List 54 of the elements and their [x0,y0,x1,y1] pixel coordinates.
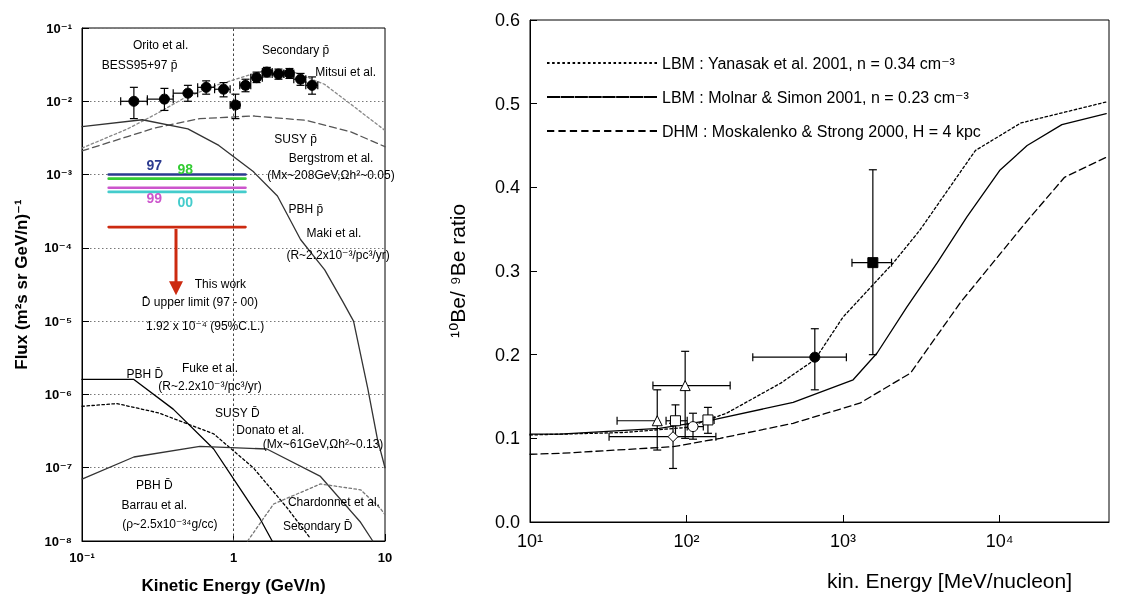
y-tick-label: 10⁻⁷ [45,460,72,476]
y-tick-label: 0.6 [494,10,520,30]
x-tick-label: 10¹ [516,531,544,551]
y-tick-label: 10⁻⁵ [44,313,72,329]
legend-label: LBM : Molnar & Simon 2001, n = 0.23 cm⁻³ [662,88,970,106]
y-tick-label: 0.3 [494,261,520,281]
y-tick-label: 10⁻⁶ [44,386,73,402]
series-label: 98 [177,160,194,177]
y-tick-label: 0.2 [494,344,520,365]
y-axis-title: ¹⁰Be/ ⁹Be ratio [446,203,469,339]
y-tick-label: 10⁻⁸ [44,533,72,549]
y-axis-title: Flux (m²s sr GeV/n)⁻¹ [12,198,31,370]
annotation: 1.92 x 10⁻⁴ (95%C.L.) [146,319,265,334]
y-tick-label: 0.0 [494,512,520,532]
annotation: Secondary D̄ [283,519,353,534]
y-tick-label: 10⁻² [46,93,73,109]
y-tick-label: 10⁻¹ [46,20,72,36]
series-label: 99 [146,189,163,206]
x-tick-label: 10⁴ [985,531,1014,551]
annotation: BESS95+97 p̄ [101,58,178,73]
annotation: PBH p̄ [288,201,324,216]
y-tick-label: 0.1 [494,428,520,449]
legend-label: DHM : Moskalenko & Strong 2000, H = 4 kpc [662,122,981,140]
annotation: (ρ~2.5x10⁻³⁴g/cc) [122,517,218,532]
legend-label: LBM : Yanasak et al. 2001, n = 0.34 cm⁻³ [662,54,956,72]
y-tick-label: 0.4 [494,177,520,198]
series-label: 97 [146,156,163,173]
annotation: Maki et al. [306,225,362,240]
annotation: PBH D̄ [135,477,173,492]
x-axis-title: kin. Energy [MeV/nucleon] [826,569,1073,592]
annotation: Barrau et al. [121,497,187,512]
annotation: Secondary p̄ [261,43,330,58]
annotation: (Mx~208GeV,Ωh²~0.05) [267,167,395,182]
x-tick-label: 10² [673,531,700,551]
annotation: SUSY D̄ [215,405,260,420]
x-tick-label: 10 [377,550,393,565]
annotation: Orito et al. [132,37,189,52]
annotation: Donato et al. [236,422,305,437]
annotation: SUSY p̄ [274,131,318,146]
annotation: Fuke et al. [182,360,239,375]
y-tick-label: 10⁻⁴ [44,240,72,256]
annotation: Bergstrom et al. [288,150,374,165]
series-label: 00 [177,193,194,210]
annotation: Mitsui et al. [315,65,377,80]
annotation: D̄ upper limit (97 - 00) [141,295,258,310]
x-tick-label: 10³ [830,531,857,551]
annotation: PBH D̄ [126,367,164,381]
x-tick-label: 1 [229,550,238,565]
y-tick-label: 10⁻³ [46,167,73,183]
annotation: This work [194,277,248,292]
y-tick-label: 0.5 [494,93,520,114]
x-tick-label: 10⁻¹ [69,550,95,565]
annotation: (R~2.2x10⁻³/pc³/yr) [158,379,262,394]
x-axis-title: Kinetic Energy (GeV/n) [141,576,326,595]
